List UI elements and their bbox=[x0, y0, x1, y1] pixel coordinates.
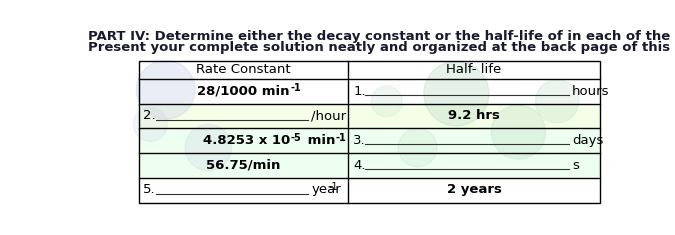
Circle shape bbox=[136, 61, 195, 119]
Circle shape bbox=[133, 107, 167, 141]
Text: 2.: 2. bbox=[143, 110, 156, 122]
Text: 4.8253 x 10: 4.8253 x 10 bbox=[203, 134, 290, 147]
Text: 4.: 4. bbox=[353, 159, 366, 172]
Bar bbox=[138, 79, 600, 104]
Text: Rate Constant: Rate Constant bbox=[196, 63, 291, 76]
Text: -1: -1 bbox=[328, 182, 338, 192]
Text: s: s bbox=[572, 159, 578, 172]
Text: /hour: /hour bbox=[311, 110, 346, 122]
Bar bbox=[138, 61, 600, 203]
Bar bbox=[138, 61, 600, 79]
Text: PART IV: Determine either the decay constant or the half-life of in each of the : PART IV: Determine either the decay cons… bbox=[88, 30, 675, 43]
Text: -1: -1 bbox=[335, 133, 346, 143]
Text: Half- life: Half- life bbox=[446, 63, 502, 76]
Circle shape bbox=[535, 80, 579, 123]
Bar bbox=[138, 128, 600, 153]
Text: hours: hours bbox=[572, 85, 610, 98]
Text: 5.: 5. bbox=[143, 183, 156, 196]
Text: 56.75/min: 56.75/min bbox=[207, 159, 281, 172]
Text: 2 years: 2 years bbox=[447, 183, 502, 196]
Text: year: year bbox=[311, 183, 341, 196]
Text: 1.: 1. bbox=[353, 85, 366, 98]
Text: -5: -5 bbox=[291, 133, 302, 143]
Circle shape bbox=[424, 61, 489, 126]
Text: days: days bbox=[572, 134, 603, 147]
Text: 28/1000 min: 28/1000 min bbox=[197, 85, 290, 98]
Text: Present your complete solution neatly and organized at the back page of this pap: Present your complete solution neatly an… bbox=[88, 40, 675, 54]
Circle shape bbox=[371, 86, 402, 117]
Text: -1: -1 bbox=[290, 83, 301, 93]
Circle shape bbox=[398, 128, 437, 167]
Bar bbox=[138, 178, 600, 202]
Circle shape bbox=[491, 105, 545, 159]
Text: 9.2 hrs: 9.2 hrs bbox=[448, 110, 500, 122]
Bar bbox=[138, 104, 600, 128]
Bar bbox=[138, 153, 600, 178]
Circle shape bbox=[185, 125, 232, 171]
Text: min: min bbox=[302, 134, 335, 147]
Text: 3.: 3. bbox=[353, 134, 366, 147]
